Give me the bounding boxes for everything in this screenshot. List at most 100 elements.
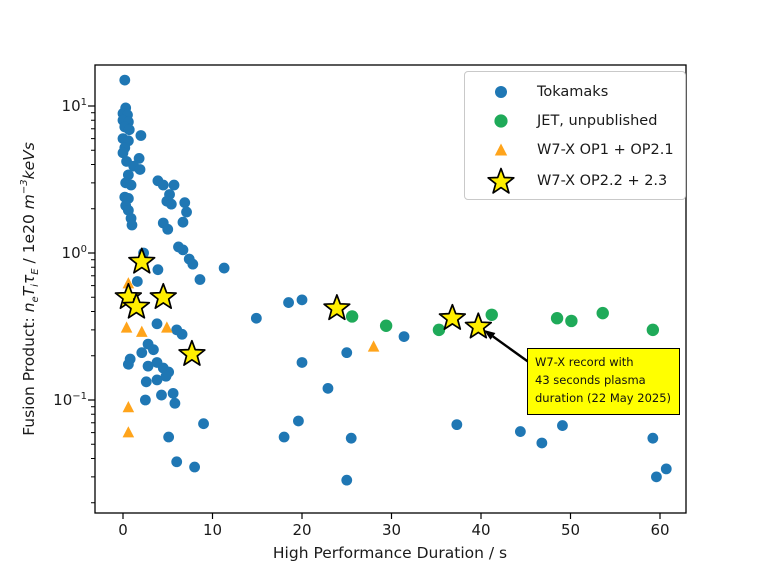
legend-label: JET, unpublished	[537, 112, 658, 129]
y-axis-label-segment: / 1e20	[20, 209, 38, 269]
jet-marker-icon	[465, 110, 537, 132]
data-point	[187, 258, 199, 270]
data-point	[177, 216, 189, 228]
legend-item-w7x-op2: W7-X OP2.2 + 2.3	[465, 164, 685, 198]
x-tick-label: 30	[381, 521, 402, 539]
legend-item-jet: JET, unpublished	[465, 106, 685, 135]
x-tick-label: 20	[292, 521, 312, 539]
data-point	[250, 312, 262, 324]
data-point	[432, 323, 446, 337]
data-point	[140, 376, 152, 388]
data-point	[536, 437, 548, 449]
data-point	[123, 124, 135, 136]
data-point	[464, 312, 493, 339]
x-tick-label: 0	[118, 521, 128, 539]
data-point	[135, 130, 147, 141]
data-point	[126, 219, 138, 231]
data-point	[565, 314, 578, 328]
legend-label: W7-X OP1 + OP2.1	[537, 141, 674, 158]
data-point	[514, 426, 526, 437]
annotation-line: duration (22 May 2025)	[535, 390, 672, 405]
data-point	[168, 179, 180, 191]
data-point	[451, 419, 463, 431]
data-point	[379, 319, 393, 332]
data-point	[122, 426, 135, 438]
y-axis-label-segment: e	[30, 296, 41, 303]
y-tick-label: 101	[61, 97, 87, 115]
x-tick-label: 40	[471, 521, 491, 539]
series-w7-x-op2-2-2-3	[114, 247, 493, 366]
data-point	[398, 331, 410, 342]
y-axis-label-segment: −3	[19, 179, 30, 195]
data-point	[128, 247, 156, 274]
data-point	[163, 431, 175, 443]
data-point	[323, 294, 351, 321]
data-point	[157, 179, 169, 191]
legend-label: W7-X OP2.2 + 2.3	[537, 173, 668, 189]
x-tick-label: 50	[560, 521, 581, 539]
data-point	[139, 394, 151, 406]
data-point	[151, 318, 163, 330]
x-tick-label: 60	[650, 521, 670, 539]
data-points-layer	[114, 74, 672, 486]
data-point	[125, 179, 137, 191]
data-point	[119, 74, 131, 86]
data-point	[122, 358, 134, 370]
data-point	[438, 303, 467, 330]
legend-label: Tokamaks	[537, 83, 609, 100]
y-tick-label: 100	[61, 244, 87, 262]
data-point	[194, 274, 206, 285]
arrow-head-icon	[484, 330, 496, 340]
data-point	[296, 357, 308, 368]
data-point	[149, 282, 177, 310]
data-point	[176, 328, 188, 340]
data-point	[341, 474, 353, 486]
series-jet-unpublished	[345, 306, 660, 337]
data-point	[646, 323, 660, 337]
data-point	[181, 206, 192, 218]
annotation-line: 43 seconds plasma	[535, 372, 646, 387]
data-point	[122, 401, 135, 413]
data-point	[151, 374, 163, 386]
y-axis-label-segment: n	[20, 302, 38, 313]
data-point	[162, 223, 174, 235]
data-point	[167, 387, 179, 399]
data-point	[647, 432, 659, 444]
x-tick-label: 10	[202, 521, 223, 539]
data-point	[135, 325, 148, 337]
data-point	[278, 431, 290, 443]
data-point	[122, 292, 151, 319]
data-point	[283, 297, 294, 308]
y-axis-label-segment: E	[30, 268, 41, 275]
legend-item-w7x-op1: W7-X OP1 + OP2.1	[465, 135, 685, 164]
y-axis-label-segment: m	[20, 194, 38, 210]
data-point	[177, 244, 189, 256]
data-point	[161, 321, 173, 333]
axis-ticks	[88, 105, 661, 519]
series-tokamaks	[117, 74, 672, 486]
data-point	[345, 432, 357, 444]
y-axis-label-segment: T	[20, 286, 38, 297]
y-tick-label: 10−1	[53, 391, 87, 409]
w7x-op2-star-icon	[465, 165, 537, 197]
tokamaks-marker-icon	[465, 81, 537, 103]
data-point	[660, 463, 672, 475]
annotation-line: W7-X record with	[535, 355, 634, 369]
data-point	[134, 164, 146, 175]
data-point	[485, 308, 498, 321]
arrow-shaft	[492, 335, 531, 364]
data-point	[596, 306, 609, 320]
data-point	[152, 264, 164, 276]
y-axis-label: Fusion Product: neTiτE / 1e20 m−3keVs	[19, 142, 41, 436]
annotation-arrow	[484, 330, 531, 364]
y-axis-label-segment: τ	[20, 274, 38, 285]
plot-border	[94, 64, 687, 514]
data-point	[218, 262, 230, 274]
series-w7-x-op1-op2-1	[120, 277, 380, 438]
data-point	[367, 340, 380, 352]
data-point	[178, 339, 206, 366]
y-axis-label-segment: keVs	[20, 142, 38, 180]
data-point	[169, 397, 181, 409]
axes-frame	[94, 64, 687, 514]
